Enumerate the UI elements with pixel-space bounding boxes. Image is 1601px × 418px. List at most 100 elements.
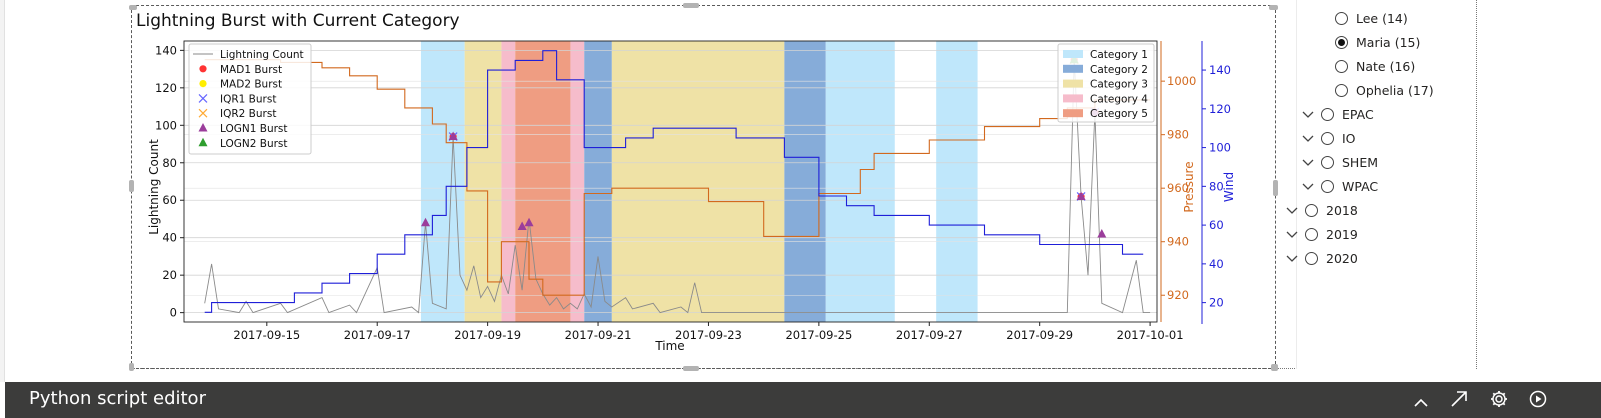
legend-swatch-category-5 [1063, 109, 1083, 118]
slicer-item-label: 2019 [1326, 226, 1358, 242]
y-tick-label: 0 [170, 306, 177, 320]
pressure-line [204, 59, 1151, 296]
x-tick-label: 2017-09-29 [1006, 328, 1073, 342]
slicer-item-ophelia[interactable]: Ophelia (17) [1335, 80, 1434, 100]
pressure-tick-label: 920 [1167, 288, 1189, 302]
axes: 0 20 40 60 80 100 120 140 920 940 960 980 1000 20 40 60… [155, 40, 1231, 342]
resize-handle-right[interactable] [1273, 180, 1278, 196]
x-tick-label: 2017-09-27 [896, 328, 963, 342]
radio-icon[interactable] [1335, 83, 1348, 97]
legend-swatch-mad2-burst [199, 80, 207, 88]
legend-swatch-mad1-burst [199, 65, 207, 73]
legend-right-label: Category 2 [1090, 64, 1148, 76]
x-tick-label: 2017-09-15 [233, 328, 300, 342]
legend-left-label: MAD2 Burst [220, 79, 282, 91]
legend-swatch-category-3 [1063, 79, 1083, 88]
chevron-down-icon[interactable] [1301, 131, 1315, 145]
radio-icon[interactable] [1321, 179, 1334, 193]
slicer-item-label: EPAC [1342, 106, 1374, 122]
slicer-item-lee[interactable]: Lee (14) [1335, 8, 1408, 28]
legends: Lightning Count MAD1 Burst MAD2 Burst IQR1 … [188, 43, 1155, 155]
resize-handle-left[interactable] [129, 180, 134, 192]
slicer-item-maria[interactable]: Maria (15) [1335, 32, 1420, 52]
category-2-band [784, 41, 826, 322]
radio-icon[interactable] [1321, 155, 1334, 169]
slicer-item-wpac[interactable]: WPAC [1301, 176, 1378, 196]
wind-tick-label: 60 [1209, 218, 1224, 232]
legend-swatch-iqr1-burst [198, 93, 208, 103]
slicer-item-io[interactable]: IO [1301, 128, 1356, 148]
y-tick-label: 20 [162, 268, 177, 282]
slicer-item-label: SHEM [1342, 154, 1379, 170]
slicer-item-label: WPAC [1342, 178, 1379, 194]
category-1-band [936, 41, 978, 322]
radio-icon[interactable] [1335, 11, 1348, 25]
slicer-item-2019[interactable]: 2019 [1285, 224, 1358, 244]
x-tick-label: 2017-09-19 [454, 328, 521, 342]
radio-icon[interactable] [1305, 203, 1318, 217]
legend-left-label: IQR2 Burst [220, 108, 276, 120]
legend-swatch-category-1 [1063, 50, 1083, 58]
slicer-item-label: Lee (14) [1356, 10, 1408, 26]
slicer-item-label: Nate (16) [1356, 58, 1416, 74]
radio-selected-icon[interactable] [1335, 35, 1348, 49]
gear-icon[interactable] [1487, 387, 1511, 411]
python-script-editor-bar[interactable]: Python script editor [5, 382, 1601, 418]
radio-icon[interactable] [1305, 251, 1318, 265]
radio-icon[interactable] [1321, 107, 1334, 121]
plot-frame [183, 40, 1158, 323]
pressure-tick-label: 940 [1167, 235, 1189, 249]
chevron-down-icon[interactable] [1285, 203, 1299, 217]
category-3-band [611, 41, 785, 322]
category-2-band [584, 41, 612, 322]
legend-right-label: Category 3 [1090, 79, 1148, 91]
chevron-down-icon[interactable] [1285, 251, 1299, 265]
run-script-icon[interactable] [1526, 387, 1550, 411]
legend-swatch-category-2 [1063, 64, 1083, 73]
wind-tick-label: 80 [1209, 179, 1224, 193]
chevron-down-icon[interactable] [1285, 227, 1299, 241]
category-1-band [420, 41, 465, 322]
expand-arrow-icon[interactable] [1447, 387, 1471, 411]
legend-left-label: LOGN1 Burst [220, 123, 288, 135]
resize-handle-bottom-left[interactable] [129, 363, 134, 371]
radio-icon[interactable] [1305, 227, 1318, 241]
slicer-item-shem[interactable]: SHEM [1301, 152, 1378, 172]
slicer-item-2018[interactable]: 2018 [1285, 200, 1358, 220]
y-tick-label: 140 [155, 43, 177, 57]
slicer-item-label: 2020 [1326, 250, 1358, 266]
slicer-item-2020[interactable]: 2020 [1285, 248, 1358, 268]
radio-icon[interactable] [1321, 131, 1334, 145]
resize-handle-top-right[interactable] [1269, 5, 1278, 10]
wind-tick-label: 120 [1209, 102, 1231, 116]
lightning-burst-chart: 0 20 40 60 80 100 120 140 920 940 960 980 1000 20 40 60… [136, 11, 1236, 353]
wind-line [204, 50, 1144, 313]
slicer-item-nate[interactable]: Nate (16) [1335, 56, 1415, 76]
resize-handle-top-left[interactable] [129, 5, 137, 10]
pressure-axis-label: Pressure [1182, 161, 1196, 212]
logn1-burst-marker [1097, 228, 1107, 238]
category-bands [420, 41, 978, 322]
resize-handle-bottom[interactable] [683, 366, 699, 371]
chevron-down-icon[interactable] [1301, 179, 1315, 193]
x-axis-label: Time [654, 339, 684, 353]
resize-handle-top[interactable] [683, 3, 699, 8]
wind-tick-label: 140 [1209, 63, 1231, 77]
logn1-burst-marker [421, 217, 431, 227]
chevron-down-icon[interactable] [1301, 107, 1315, 121]
slicer-item-label: 2018 [1326, 202, 1358, 218]
slicer-item-label: IO [1342, 130, 1356, 146]
legend-left-label: IQR1 Burst [220, 93, 276, 105]
chevron-down-icon[interactable] [1301, 155, 1315, 169]
legend-right-label: Category 4 [1090, 93, 1148, 105]
wind-tick-label: 40 [1209, 257, 1224, 271]
wind-axis-label: Wind [1222, 172, 1236, 202]
x-tick-label: 2017-10-01 [1117, 328, 1184, 342]
x-tick-label: 2017-09-17 [344, 328, 411, 342]
pressure-tick-label: 960 [1167, 181, 1189, 195]
slicer-item-epac[interactable]: EPAC [1301, 104, 1374, 124]
radio-icon[interactable] [1335, 59, 1348, 73]
resize-handle-bottom-right[interactable] [1271, 364, 1278, 371]
y-tick-label: 120 [155, 81, 177, 95]
chevron-up-icon[interactable] [1409, 387, 1433, 411]
